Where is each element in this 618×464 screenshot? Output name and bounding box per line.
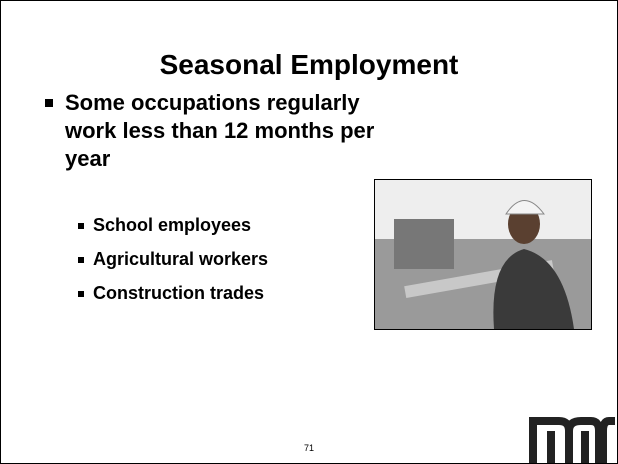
sub-bullet: Construction trades [93, 283, 264, 304]
sub-bullet: Agricultural workers [93, 249, 268, 270]
slide-title: Seasonal Employment [1, 49, 617, 81]
slide: Seasonal Employment Some occupations reg… [0, 0, 618, 464]
bullet-marker [78, 257, 84, 263]
logo [529, 409, 618, 464]
bullet-marker [78, 291, 84, 297]
sub-bullet: School employees [93, 215, 251, 236]
photo [374, 179, 592, 330]
page-number: 71 [1, 443, 617, 453]
bullet-text: Some occupations regularly work less tha… [45, 89, 385, 173]
bullet-marker [78, 223, 84, 229]
